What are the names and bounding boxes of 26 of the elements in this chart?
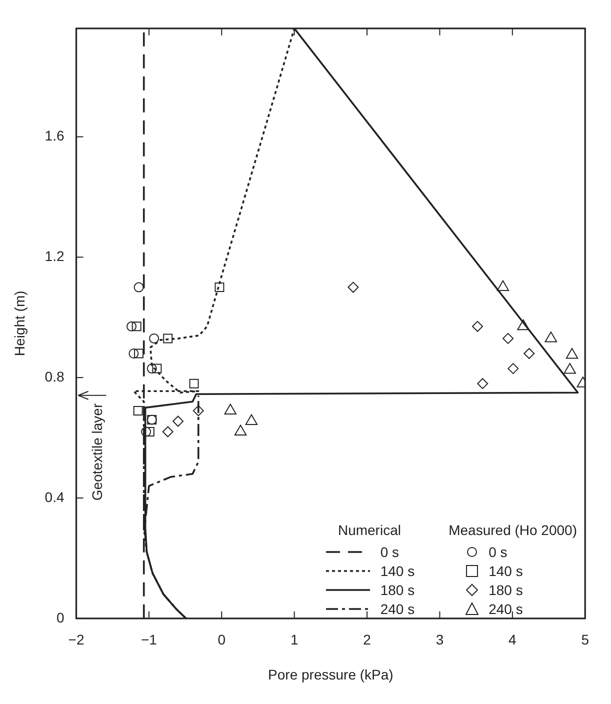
x-tick-label: 4 — [508, 632, 517, 648]
x-tick-label: 0 — [218, 632, 226, 648]
y-tick-label: 0.4 — [44, 488, 64, 505]
annotation: Measured (Ho 2000) — [448, 522, 577, 538]
x-tick-label: 1 — [290, 632, 298, 648]
x-tick-label: −2 — [68, 632, 84, 648]
y-tick-label: 0 — [56, 609, 64, 626]
x-tick-label: 2 — [363, 632, 372, 648]
annotation: Geotextile layer — [89, 403, 106, 501]
legend-label: 140 s — [380, 562, 415, 578]
legend-label: 240 s — [488, 600, 523, 616]
legend-label: 0 s — [380, 544, 400, 560]
legend-label: 180 s — [488, 582, 523, 598]
legend-label: 240 s — [380, 600, 415, 616]
y-tick-label: 1.6 — [44, 128, 64, 144]
legend-label: 180 s — [380, 582, 415, 598]
x-axis-title: Pore pressure (kPa) — [268, 666, 394, 682]
legend-label: 0 s — [488, 544, 508, 560]
x-tick-label: −1 — [140, 632, 158, 648]
y-axis-title: Height (m) — [11, 290, 28, 356]
y-tick-label: 1.2 — [44, 248, 64, 264]
y-tick-label: 0.8 — [44, 368, 64, 384]
x-tick-label: 3 — [436, 632, 444, 648]
legend-title: Numerical — [336, 522, 402, 538]
x-tick-label: 5 — [581, 632, 590, 648]
legend-label: 140 s — [488, 562, 523, 578]
